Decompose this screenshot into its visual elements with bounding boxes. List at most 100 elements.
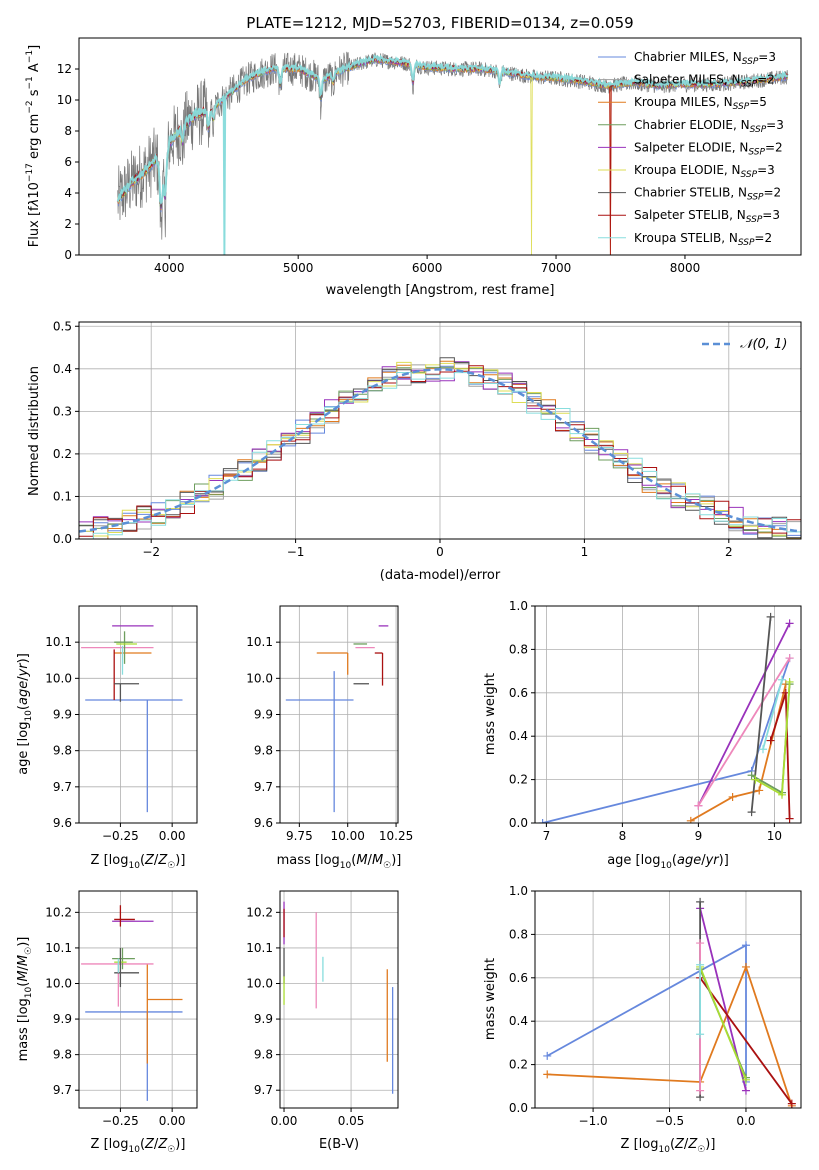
- figure-title: PLATE=1212, MJD=52703, FIBERID=0134, z=0…: [246, 14, 633, 32]
- age-vs-mass-panel: 9.75 10.00 10.25 9.6 9.7 9.8 9.9 10.0 10.1 mass …: [246, 605, 413, 871]
- mass-vs-metallicity-panel: −0.25 0.00 9.7 9.8 9.9 10.0 10.1 10.2 Z [log10(…: [16, 890, 198, 1155]
- legend-label-chabrier-miles: Chabrier MILES, NSSP=3: [634, 50, 776, 67]
- spectrum-ytick-label-6: 12: [57, 62, 72, 76]
- age_vs_Z-ytick-label-0: 9.6: [53, 816, 72, 830]
- residuals-ylabel: Normed distribution: [27, 366, 42, 496]
- residuals-ytick-label-1: 0.1: [53, 489, 72, 503]
- residual-histogram-salpeter-stelib: [79, 365, 801, 537]
- residual-histogram-kroupa-stelib: [79, 372, 801, 539]
- residuals-ytick-label-0: 0.0: [53, 532, 72, 546]
- legend-label-kroupa-miles: Kroupa MILES, NSSP=5: [634, 95, 767, 112]
- age_vs_Z-marks: [81, 625, 183, 813]
- weight_vs_Z-point-chabrier-miles-1: [741, 941, 750, 950]
- age_vs_mass-ytick-label-3: 9.9: [254, 708, 273, 722]
- weight_vs_age-xtick-label-0: 7: [543, 829, 551, 843]
- mass_vs_ebv-ytick-label-4: 10.1: [246, 941, 273, 955]
- weight_vs_age-line-kroupa-stelib: [762, 679, 783, 750]
- weight_vs_Z-ytick-label-4: 0.8: [509, 927, 528, 941]
- age_vs_Z-ytick-label-5: 10.1: [45, 635, 72, 649]
- weight_vs_Z-point-pink-0: [696, 1086, 705, 1095]
- residuals-panel: −2 −1 0 1 2 0.0 0.1 0.2 0.3 0.4 0.5 (data-model)/e…: [27, 319, 802, 583]
- mass_vs_Z-ytick-label-0: 9.7: [53, 1083, 72, 1097]
- age_vs_Z-ytick-label-1: 9.7: [53, 780, 72, 794]
- weight_vs_Z-ytick-label-0: 0.0: [509, 1101, 528, 1115]
- residuals-marks: [79, 357, 801, 539]
- weight_vs_Z-point-kroupa-stelib-0: [696, 1030, 705, 1039]
- mass_vs_ebv-ytick-label-2: 9.9: [254, 1012, 273, 1026]
- weight-vs-age-ylabel: mass weight: [483, 673, 498, 755]
- spectrum-xtick-label-2: 6000: [412, 261, 443, 275]
- residuals-xlabel: (data-model)/error: [380, 568, 501, 583]
- residuals-xtick-label-3: 1: [581, 545, 589, 559]
- residuals-ytick-label-3: 0.3: [53, 404, 72, 418]
- weight_vs_Z-ytick-label-5: 1.0: [509, 884, 528, 898]
- mass_vs_Z-ytick-label-1: 9.8: [53, 1048, 72, 1062]
- mass_vs_ebv-xtick-label-1: 0.05: [338, 1114, 365, 1128]
- normal-curve-line: [79, 368, 801, 533]
- weight_vs_Z-line-lime: [699, 966, 747, 1081]
- weight_vs_Z-point-chabrier-stelib-1: [696, 897, 705, 906]
- weight_vs_Z-xtick-label-1: −0.5: [655, 1114, 684, 1128]
- spectrum-ytick-label-3: 6: [64, 155, 72, 169]
- spectrum-axes-frame: [78, 37, 802, 256]
- weight_vs_age-point-kroupa-miles-2: [755, 786, 764, 795]
- weight_vs_age-marks: [538, 612, 794, 823]
- spectrum-xlabel: wavelength [Angstrom, rest frame]: [326, 283, 555, 298]
- legend-label-kroupa-elodie: Kroupa ELODIE, NSSP=3: [634, 163, 775, 180]
- weight_vs_Z-xtick-label-2: 0.0: [736, 1114, 755, 1128]
- legend-label-salpeter-stelib: Salpeter STELIB, NSSP=3: [634, 208, 780, 225]
- mass-vs-extinction-xlabel: E(B-V): [319, 1137, 359, 1152]
- weight_vs_age-point-chabrier-stelib-0: [747, 808, 756, 817]
- spectrum-panel: 4000 5000 6000 7000 8000 0 2 4 6 8 10 12 wavelength…: [25, 37, 802, 298]
- residuals-xtick-label-2: 0: [436, 545, 444, 559]
- weight_vs_age-point-kroupa-stelib-0: [759, 745, 767, 754]
- weight_vs_age-ytick-label-2: 0.4: [509, 729, 528, 743]
- weight_vs_Z-ytick-label-3: 0.6: [509, 971, 528, 985]
- mass_vs_ebv-ytick-label-5: 10.2: [246, 905, 273, 919]
- weight-vs-metallicity-xlabel: Z [log10(Z/Z☉)]: [621, 1137, 716, 1155]
- age_vs_mass-ytick-label-0: 9.6: [254, 816, 273, 830]
- weight_vs_age-point-kroupa-stelib-1: [778, 675, 786, 684]
- mass_vs_Z-xtick-label-0: −0.25: [102, 1114, 139, 1128]
- age_vs_mass-ytick-label-1: 9.7: [254, 780, 273, 794]
- residuals-ytick-label-5: 0.5: [53, 319, 72, 333]
- weight-vs-metallicity-axes-frame: [534, 890, 802, 1109]
- age-vs-metallicity-panel: −0.25 0.00 9.6 9.7 9.8 9.9 10.0 10.1 Z [log10(Z…: [16, 605, 198, 871]
- residuals-xtick-label-0: −2: [142, 545, 160, 559]
- spectrum-legend: Chabrier MILES, NSSP=3 Salpeter MILES, NS…: [598, 50, 784, 248]
- mass-vs-extinction-panel: 0.00 0.05 9.7 9.8 9.9 10.0 10.1 10.2 E(B-V): [246, 890, 399, 1152]
- mass_vs_Z-ytick-label-2: 9.9: [53, 1012, 72, 1026]
- normal-curve-legend-label: 𝒩(0, 1): [740, 337, 787, 352]
- weight_vs_Z-point-chabrier-miles-0: [543, 1051, 552, 1060]
- weight_vs_Z-marks: [543, 897, 796, 1108]
- age_vs_Z-ytick-label-4: 10.0: [45, 671, 72, 685]
- spectrum-xtick-label-3: 7000: [541, 261, 572, 275]
- mass_vs_Z-ytick-label-4: 10.1: [45, 941, 72, 955]
- weight_vs_age-line-pink: [697, 657, 791, 807]
- age_vs_mass-ytick-label-5: 10.1: [246, 635, 273, 649]
- spectrum-marks: [116, 51, 789, 255]
- age_vs_mass-ytick-label-4: 10.0: [246, 671, 273, 685]
- spectrum-ytick-label-0: 0: [64, 248, 72, 262]
- age-vs-metallicity-xlabel: Z [log10(Z/Z☉)]: [91, 853, 186, 871]
- weight_vs_Z-line-salpeter-stelib: [699, 977, 793, 1105]
- weight-vs-age-xlabel: age [log10(age/yr)]: [607, 853, 729, 871]
- weight_vs_age-ytick-label-1: 0.2: [509, 773, 528, 787]
- weight-vs-age-panel: 7 8 9 10 0.0 0.2 0.4 0.6 0.8 1.0 age [log10(age/y…: [483, 599, 802, 871]
- legend-label-chabrier-elodie: Chabrier ELODIE, NSSP=3: [634, 118, 784, 135]
- spectrum-xtick-label-1: 5000: [283, 261, 314, 275]
- mass-vs-metallicity-ylabel: mass [log10(M/M☉)]: [16, 937, 34, 1062]
- age-vs-metallicity-ylabel: age [log10(age/yr)]: [16, 653, 34, 775]
- weight_vs_Z-point-kroupa-miles-0: [543, 1070, 552, 1079]
- age_vs_Z-ytick-label-3: 9.9: [53, 708, 72, 722]
- weight_vs_age-point-pink-1: [785, 654, 794, 663]
- age_vs_mass-marks: [285, 625, 389, 813]
- mass_vs_Z-xtick-label-1: 0.00: [159, 1114, 186, 1128]
- spectrum-xtick-label-0: 4000: [154, 261, 185, 275]
- age_vs_Z-xtick-label-0: −0.25: [102, 829, 139, 843]
- age_vs_Z-xtick-label-1: 0.00: [159, 829, 186, 843]
- weight_vs_Z-ytick-label-2: 0.4: [509, 1014, 528, 1028]
- weight_vs_age-xtick-label-3: 10: [767, 829, 782, 843]
- mass-vs-extinction-axes-frame: [279, 890, 399, 1109]
- weight_vs_age-xtick-label-2: 9: [695, 829, 703, 843]
